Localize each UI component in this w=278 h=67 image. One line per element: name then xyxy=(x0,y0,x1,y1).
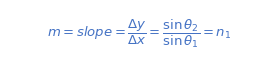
Text: $m = slope = \dfrac{\Delta y}{\Delta x} = \dfrac{\sin\theta_2}{\sin\theta_1} = n: $m = slope = \dfrac{\Delta y}{\Delta x} … xyxy=(47,17,231,50)
